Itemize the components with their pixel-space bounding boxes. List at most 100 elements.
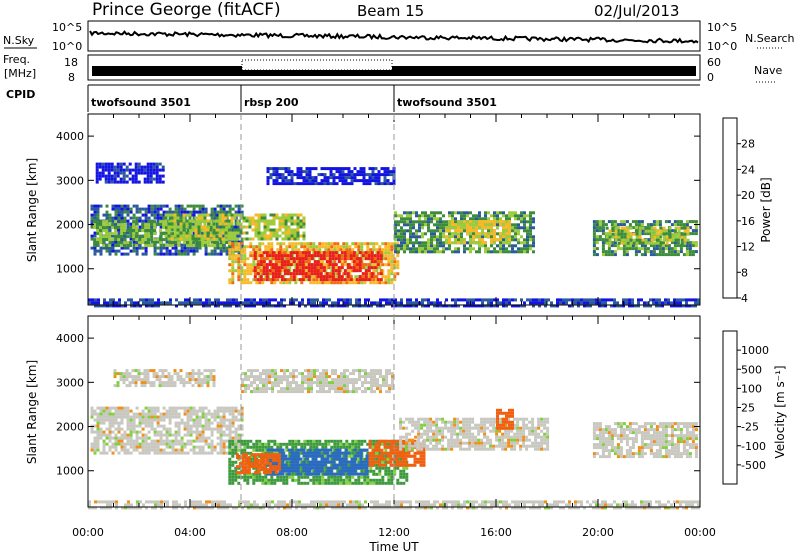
heatmap-cell [137, 369, 141, 373]
heatmap-cell [358, 298, 361, 302]
heatmap-cell [608, 232, 612, 236]
heatmap-cell [628, 223, 632, 227]
heatmap-cell [197, 378, 201, 382]
heatmap-cell [275, 182, 279, 186]
heatmap-cell [240, 248, 244, 252]
heatmap-cell [131, 375, 135, 379]
heatmap-cell [283, 298, 286, 302]
heatmap-cell [664, 232, 668, 236]
heatmap-cell [333, 245, 337, 249]
heatmap-cell [396, 266, 400, 270]
heatmap-cell [128, 177, 132, 181]
nave-label: Nave [754, 64, 782, 77]
heatmap-cell [421, 244, 424, 248]
heatmap-cell [605, 241, 609, 245]
heatmap-cell [231, 251, 235, 255]
heatmap-cell [665, 241, 669, 245]
heatmap-cell [653, 229, 657, 233]
heatmap-cell [439, 220, 442, 224]
heatmap-cell [114, 418, 118, 422]
heatmap-cell [595, 253, 599, 257]
heatmap-cell [358, 301, 361, 305]
heatmap-cell [162, 232, 166, 236]
heatmap-cell [634, 304, 637, 308]
heatmap-cell [281, 222, 285, 226]
heatmap-cell [499, 232, 502, 236]
heatmap-cell [338, 176, 342, 180]
heatmap-cell [332, 167, 336, 171]
heatmap-cell [359, 179, 363, 183]
heatmap-cell [463, 244, 466, 248]
heatmap-cell [109, 298, 112, 302]
heatmap-cell [114, 436, 118, 440]
heatmap-cell [445, 247, 448, 251]
heatmap-cell [191, 225, 195, 229]
heatmap-cell [682, 304, 685, 308]
heatmap-cell [120, 237, 124, 241]
heatmap-cell [171, 412, 175, 416]
heatmap-cell [183, 223, 187, 227]
heatmap-cell [126, 207, 130, 211]
heatmap-cell [243, 245, 247, 249]
heatmap-cell [454, 247, 457, 251]
heatmap-cell [174, 252, 178, 256]
heatmap-cell [676, 250, 680, 254]
heatmap-cell [122, 378, 126, 382]
heatmap-cell [529, 301, 532, 305]
heatmap-cell [265, 251, 269, 255]
heatmap-cell [472, 235, 475, 239]
heatmap-cell [137, 372, 141, 376]
heatmap-cell [132, 445, 136, 449]
heatmap-cell [136, 304, 139, 308]
heatmap-cell [208, 298, 211, 302]
heatmap-cell [613, 241, 617, 245]
heatmap-cell [646, 301, 649, 305]
heatmap-cell [325, 301, 328, 305]
heatmap-cell [433, 229, 436, 233]
heatmap-cell [159, 412, 163, 416]
heatmap-cell [210, 412, 214, 416]
heatmap-cell [289, 278, 293, 282]
heatmap-cell [316, 254, 320, 258]
heatmap-cell [424, 298, 427, 302]
heatmap-cell [248, 216, 252, 220]
heatmap-cell [221, 213, 225, 217]
heatmap-cell [195, 436, 199, 440]
heatmap-cell [439, 232, 442, 236]
heatmap-cell [412, 244, 415, 248]
heatmap-cell [640, 229, 644, 233]
heatmap-cell [307, 384, 310, 388]
heatmap-cell [288, 242, 292, 246]
heatmap-cell [598, 226, 602, 230]
heatmap-cell [167, 384, 171, 388]
heatmap-cell [182, 231, 186, 235]
heatmap-cell [209, 378, 213, 382]
heatmap-cell [274, 384, 277, 388]
heatmap-cell [218, 237, 222, 241]
heatmap-cell [390, 281, 394, 285]
heatmap-cell [631, 301, 634, 305]
heatmap-cell [511, 250, 514, 254]
heatmap-cell [122, 168, 126, 172]
heatmap-cell [301, 257, 305, 261]
heatmap-cell [154, 304, 157, 308]
heatmap-cell [601, 253, 605, 257]
heatmap-cell [149, 381, 153, 385]
heatmap-cell [427, 241, 430, 245]
heatmap-cell [290, 179, 294, 183]
heatmap-cell [250, 298, 253, 302]
heatmap-cell [331, 251, 335, 255]
heatmap-cell [146, 174, 150, 178]
heatmap-cell [517, 223, 520, 227]
heatmap-cell [316, 390, 319, 394]
heatmap-cell [240, 242, 244, 246]
heatmap-cell [93, 238, 97, 242]
heatmap-cell [412, 247, 415, 251]
heatmap-cell [137, 165, 141, 169]
heatmap-cell [147, 406, 151, 410]
heatmap-cell [202, 301, 205, 305]
heatmap-cell [326, 167, 330, 171]
heatmap-cell [305, 167, 309, 171]
heatmap-cell [322, 298, 325, 302]
heatmap-cell [355, 298, 358, 302]
